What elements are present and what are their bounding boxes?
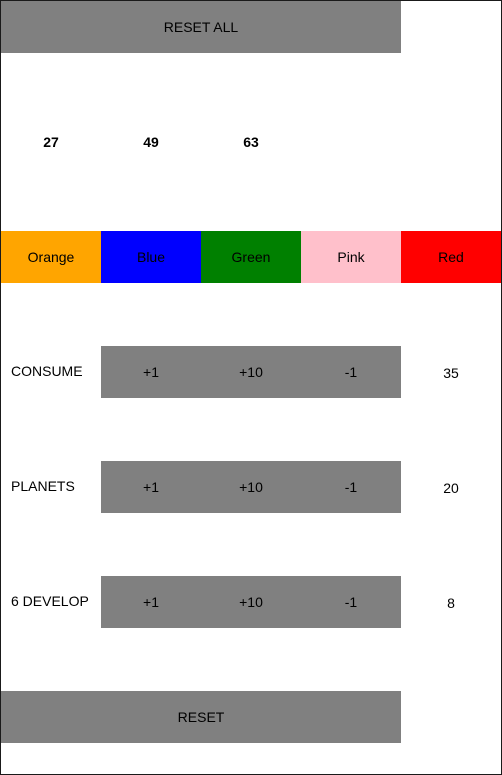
planets-plus10-button[interactable]: +10 [239,479,263,495]
develop-label: 6 DEVELOP [11,593,89,609]
count-1: 27 [43,134,59,150]
planets-minus1-button[interactable]: -1 [344,479,358,495]
develop-plus10-button[interactable]: +10 [239,594,263,610]
consume-value: 35 [443,365,459,381]
consume-controls: +1 +10 -1 [101,346,401,398]
color-red-button[interactable]: Red [401,231,501,283]
consume-minus1-button[interactable]: -1 [344,364,358,380]
color-pink-button[interactable]: Pink [301,231,401,283]
develop-minus1-button[interactable]: -1 [344,594,358,610]
count-2: 49 [143,134,159,150]
planets-controls: +1 +10 -1 [101,461,401,513]
reset-button[interactable]: RESET [1,691,401,743]
color-blue-button[interactable]: Blue [101,231,201,283]
consume-label: CONSUME [11,363,83,379]
reset-all-button[interactable]: RESET ALL [1,1,401,53]
develop-value: 8 [447,595,455,611]
planets-value: 20 [443,480,459,496]
count-3: 63 [243,134,259,150]
planets-label: PLANETS [11,478,75,494]
develop-plus1-button[interactable]: +1 [143,594,159,610]
color-orange-button[interactable]: Orange [1,231,101,283]
planets-plus1-button[interactable]: +1 [143,479,159,495]
develop-controls: +1 +10 -1 [101,576,401,628]
consume-plus10-button[interactable]: +10 [239,364,263,380]
color-green-button[interactable]: Green [201,231,301,283]
consume-plus1-button[interactable]: +1 [143,364,159,380]
